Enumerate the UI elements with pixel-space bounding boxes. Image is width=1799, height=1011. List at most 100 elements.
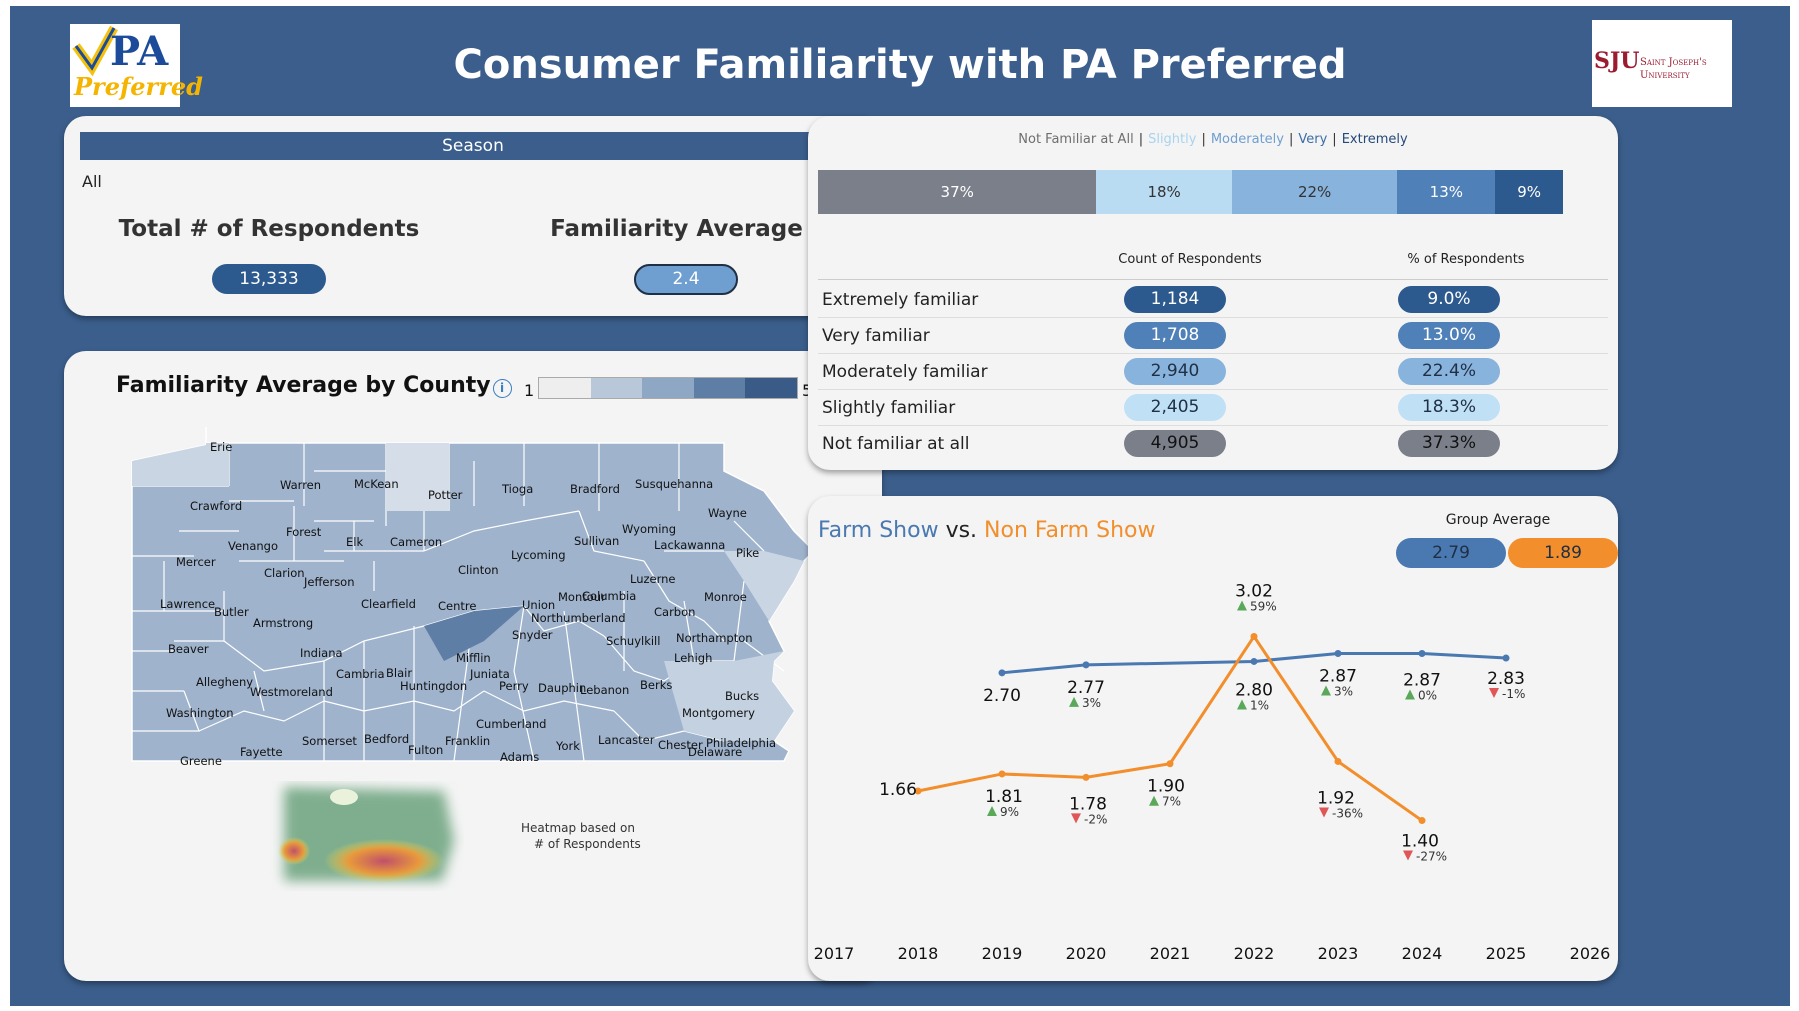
- county-label-sullivan: Sullivan: [574, 534, 619, 548]
- bar-segment[interactable]: 18%: [1096, 170, 1232, 214]
- data-point[interactable]: [1502, 654, 1510, 662]
- heatmap-hotspot-west: [278, 837, 310, 865]
- data-point[interactable]: [998, 770, 1006, 778]
- county-label-beaver: Beaver: [168, 642, 209, 656]
- change-indicator: 1%: [1237, 698, 1269, 712]
- data-point[interactable]: [1250, 657, 1258, 665]
- data-point[interactable]: [1082, 661, 1090, 669]
- data-point[interactable]: [1166, 760, 1174, 768]
- county-label-perry: Perry: [499, 679, 529, 693]
- map-color-legend: [538, 377, 798, 399]
- county-label-york: York: [555, 739, 580, 753]
- up-arrow-icon: [1405, 689, 1415, 700]
- change-indicator: -27%: [1403, 850, 1447, 864]
- bar-segment[interactable]: 22%: [1231, 170, 1398, 214]
- map-light-county-erie: [132, 427, 229, 486]
- data-point[interactable]: [1082, 773, 1090, 781]
- up-arrow-icon: [1321, 685, 1331, 696]
- data-point[interactable]: [1250, 632, 1258, 640]
- x-tick-label: 2018: [898, 944, 939, 963]
- change-indicator: 59%: [1237, 599, 1277, 613]
- data-point[interactable]: [1334, 757, 1342, 765]
- county-label-lebanon: Lebanon: [580, 683, 629, 697]
- data-point[interactable]: [1418, 650, 1426, 657]
- county-label-fayette: Fayette: [240, 745, 283, 759]
- heatmap-hotspot-north: [330, 789, 358, 805]
- county-label-wayne: Wayne: [708, 506, 747, 520]
- heatmap-caption-2: # of Respondents: [534, 837, 641, 851]
- x-tick-label: 2025: [1486, 944, 1527, 963]
- average-value: 2.4: [634, 264, 738, 295]
- count-pill: 2,940: [1124, 358, 1226, 385]
- county-label-bucks: Bucks: [725, 689, 759, 703]
- trend-title-vs: vs.: [945, 518, 978, 543]
- sju-logo-name-1: Saint Joseph's: [1640, 57, 1707, 68]
- data-label: 1.92: [1317, 788, 1355, 808]
- change-indicator: -2%: [1071, 812, 1107, 826]
- legend-separator: |: [1138, 132, 1144, 147]
- county-label-mercer: Mercer: [176, 555, 216, 569]
- trend-panel: Farm Show vs. Non Farm Show Group Averag…: [808, 496, 1618, 981]
- county-label-northampton: Northampton: [676, 631, 753, 645]
- county-label-jefferson: Jefferson: [303, 575, 355, 589]
- county-label-somerset: Somerset: [302, 734, 357, 748]
- preferred-logo-text: Preferred: [74, 72, 203, 101]
- change-label: 59%: [1250, 599, 1277, 613]
- bar-segment[interactable]: 37%: [818, 170, 1097, 214]
- table-row: Very familiar 1,708 13.0%: [808, 318, 1618, 354]
- legend-item[interactable]: Not Familiar at All: [1018, 132, 1134, 147]
- county-label-warren: Warren: [280, 478, 321, 492]
- info-icon[interactable]: i: [492, 379, 512, 398]
- legend-separator: |: [1288, 132, 1294, 147]
- change-label: 3%: [1334, 685, 1353, 699]
- county-label-cumberland: Cumberland: [476, 717, 546, 731]
- down-arrow-icon: [1071, 813, 1081, 824]
- kpi-panel: Season All Total # of Respondents Famili…: [64, 116, 882, 316]
- count-pill: 2,405: [1124, 394, 1226, 421]
- change-label: -2%: [1084, 812, 1107, 826]
- legend-item[interactable]: Very: [1298, 132, 1328, 147]
- county-label-snyder: Snyder: [512, 628, 553, 642]
- county-label-clarion: Clarion: [264, 566, 305, 580]
- legend-item[interactable]: Slightly: [1148, 132, 1197, 147]
- trend-line-chart: 2017 2018 2019 2020 2021 2022 2023 2024 2025 2026…: [814, 581, 1611, 963]
- up-arrow-icon: [1069, 696, 1079, 707]
- county-label-lawrence: Lawrence: [160, 597, 215, 611]
- season-filter-header[interactable]: Season: [80, 132, 866, 160]
- data-label: 2.70: [983, 686, 1021, 706]
- county-label-erie: Erie: [210, 440, 232, 454]
- map-light-county-philadelphia-area: [664, 651, 794, 741]
- row-divider: [818, 353, 1608, 354]
- legend-item[interactable]: Extremely: [1341, 132, 1408, 147]
- up-arrow-icon: [987, 805, 997, 816]
- pennsylvania-county-map: Erie Warren McKean Potter Tioga Bradford Susqu…: [131, 427, 814, 768]
- county-label-lancaster: Lancaster: [598, 733, 655, 747]
- map-light-county-potter: [386, 443, 449, 511]
- non-farm-show-average: 1.89: [1508, 538, 1618, 568]
- legend-separator: |: [1201, 132, 1206, 147]
- county-label-butler: Butler: [214, 605, 249, 619]
- respondents-value: 13,333: [212, 264, 326, 294]
- change-label: 9%: [1000, 805, 1019, 819]
- data-point[interactable]: [1334, 650, 1342, 657]
- bar-segment[interactable]: 13%: [1397, 170, 1496, 214]
- familiarity-stacked-bar: 37% 18% 22% 13% 9%: [818, 170, 1563, 214]
- pct-column-header: % of Respondents: [1407, 252, 1525, 267]
- season-filter-value[interactable]: All: [82, 172, 102, 191]
- bar-segment[interactable]: 9%: [1495, 170, 1563, 214]
- dashboard-frame: PA Preferred Consumer Familiarity with P…: [10, 6, 1790, 1006]
- county-label-forest: Forest: [286, 525, 322, 539]
- data-point[interactable]: [1418, 817, 1426, 825]
- county-label-greene: Greene: [180, 754, 222, 768]
- change-indicator: 3%: [1069, 696, 1101, 710]
- series-line: [1001, 652, 1507, 675]
- data-point[interactable]: [998, 669, 1006, 677]
- map-legend-swatch: [745, 378, 797, 398]
- data-point[interactable]: [914, 787, 922, 795]
- up-arrow-icon: [1237, 600, 1247, 611]
- row-divider: [818, 389, 1608, 390]
- legend-item[interactable]: Moderately: [1210, 132, 1284, 147]
- county-label-juniata: Juniata: [469, 667, 510, 681]
- trend-title: Farm Show vs. Non Farm Show: [818, 518, 1155, 543]
